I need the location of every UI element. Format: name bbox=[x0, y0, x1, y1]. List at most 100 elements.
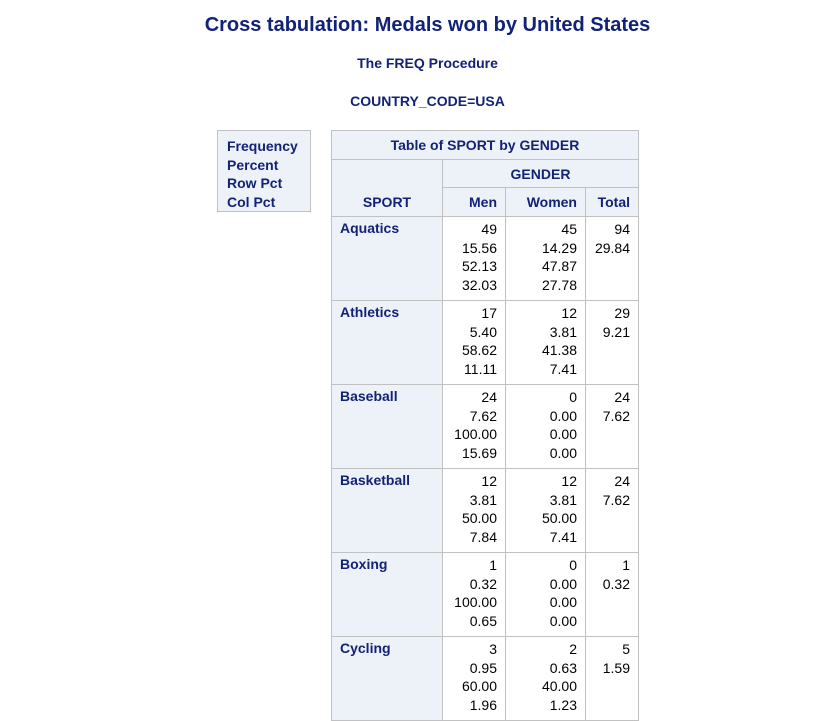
cell-percent: 7.62 bbox=[469, 407, 497, 424]
cell-row-pct: 50.00 bbox=[541, 510, 577, 526]
cell-percent: 0.32 bbox=[602, 575, 630, 592]
cell-contents-legend: Frequency Percent Row Pct Col Pct bbox=[217, 130, 311, 212]
cell-frequency: 1 bbox=[622, 557, 630, 573]
cell-col-pct: 7.84 bbox=[469, 528, 497, 545]
cell-percent: 14.29 bbox=[541, 239, 577, 256]
row-header-sport: Baseball bbox=[331, 384, 443, 469]
cell-row-pct: 41.38 bbox=[541, 342, 577, 358]
cell-frequency: 17 bbox=[481, 305, 497, 321]
report-title: Cross tabulation: Medals won by United S… bbox=[204, 14, 651, 36]
cell-row-pct: 100.00 bbox=[454, 594, 497, 610]
cell-frequency: 29 bbox=[614, 305, 630, 321]
table-row: Cycling 3 0.95 60.00 1.96 2 0.63 40.00 1… bbox=[331, 636, 639, 721]
cell-col-pct: 7.41 bbox=[549, 360, 577, 377]
table-row: Boxing 1 0.32 100.00 0.65 0 0.00 0.00 0.… bbox=[331, 552, 639, 637]
cell-women: 0 0.00 0.00 0.00 bbox=[505, 552, 586, 637]
cell-percent: 0.63 bbox=[549, 659, 577, 676]
row-header-sport: Aquatics bbox=[331, 216, 443, 301]
column-header-women: Women bbox=[505, 187, 586, 217]
cell-frequency: 0 bbox=[569, 557, 577, 573]
cell-women: 2 0.63 40.00 1.23 bbox=[505, 636, 586, 721]
row-header-sport: Cycling bbox=[331, 636, 443, 721]
row-header-sport: Boxing bbox=[331, 552, 443, 637]
cell-total: 94 29.84 bbox=[585, 216, 639, 301]
column-variable-header: GENDER bbox=[442, 159, 639, 188]
cell-total: 24 7.62 bbox=[585, 384, 639, 469]
cell-frequency: 2 bbox=[569, 641, 577, 657]
cell-women: 12 3.81 41.38 7.41 bbox=[505, 300, 586, 385]
cell-percent: 5.40 bbox=[469, 323, 497, 340]
cell-col-pct: 32.03 bbox=[461, 276, 497, 293]
cell-col-pct: 0.65 bbox=[469, 612, 497, 629]
by-group-label: COUNTRY_CODE=USA bbox=[350, 93, 505, 109]
row-header-sport: Basketball bbox=[331, 468, 443, 553]
cell-total: 24 7.62 bbox=[585, 468, 639, 553]
cell-col-pct: 11.11 bbox=[464, 360, 497, 377]
cell-percent: 1.59 bbox=[602, 659, 630, 676]
cell-percent: 0.32 bbox=[469, 575, 497, 592]
cell-frequency: 12 bbox=[481, 473, 497, 489]
cell-col-pct: 1.96 bbox=[469, 696, 497, 713]
crosstab-table: Table of SPORT by GENDER SPORT GENDER Me… bbox=[331, 130, 639, 721]
cell-row-pct: 0.00 bbox=[549, 594, 577, 610]
cell-men: 12 3.81 50.00 7.84 bbox=[442, 468, 506, 553]
cell-col-pct: 0.00 bbox=[549, 612, 577, 629]
cell-col-pct: 7.41 bbox=[549, 528, 577, 545]
cell-percent: 0.95 bbox=[469, 659, 497, 676]
cell-frequency: 12 bbox=[561, 473, 577, 489]
table-caption: Table of SPORT by GENDER bbox=[331, 130, 639, 160]
cell-row-pct: 40.00 bbox=[541, 678, 577, 694]
cell-women: 0 0.00 0.00 0.00 bbox=[505, 384, 586, 469]
cell-men: 49 15.56 52.13 32.03 bbox=[442, 216, 506, 301]
legend-item-row-pct: Row Pct bbox=[227, 175, 283, 191]
cell-row-pct: 52.13 bbox=[461, 258, 497, 274]
cell-percent: 7.62 bbox=[602, 491, 630, 508]
cell-frequency: 24 bbox=[614, 473, 630, 489]
table-row: Basketball 12 3.81 50.00 7.84 12 3.81 50… bbox=[331, 468, 639, 553]
procedure-title: The FREQ Procedure bbox=[357, 55, 498, 71]
cell-row-pct: 58.62 bbox=[461, 342, 497, 358]
cell-total: 29 9.21 bbox=[585, 300, 639, 385]
cell-row-pct: 100.00 bbox=[454, 426, 497, 442]
column-header-total: Total bbox=[585, 187, 639, 217]
cell-col-pct: 1.23 bbox=[549, 696, 577, 713]
cell-frequency: 3 bbox=[489, 641, 497, 657]
cell-col-pct: 15.69 bbox=[461, 444, 497, 461]
legend-item-percent: Percent bbox=[227, 156, 279, 173]
cell-men: 17 5.40 58.62 11.11 bbox=[442, 300, 506, 385]
cell-women: 12 3.81 50.00 7.41 bbox=[505, 468, 586, 553]
column-header-men: Men bbox=[442, 187, 506, 217]
cell-frequency: 24 bbox=[481, 389, 497, 405]
row-header-sport: Athletics bbox=[331, 300, 443, 385]
cell-percent: 3.81 bbox=[549, 491, 577, 508]
cell-frequency: 0 bbox=[569, 389, 577, 405]
table-row: Athletics 17 5.40 58.62 11.11 12 3.81 41… bbox=[331, 300, 639, 385]
cell-percent: 0.00 bbox=[549, 407, 577, 424]
cell-row-pct: 60.00 bbox=[461, 678, 497, 694]
legend-item-col-pct: Col Pct bbox=[227, 193, 276, 210]
cell-frequency: 24 bbox=[614, 389, 630, 405]
legend-item-frequency: Frequency bbox=[227, 138, 298, 154]
cell-frequency: 5 bbox=[622, 641, 630, 657]
cell-men: 3 0.95 60.00 1.96 bbox=[442, 636, 506, 721]
cell-percent: 7.62 bbox=[602, 407, 630, 424]
cell-women: 45 14.29 47.87 27.78 bbox=[505, 216, 586, 301]
table-row: Aquatics 49 15.56 52.13 32.03 45 14.29 4… bbox=[331, 216, 639, 301]
cell-row-pct: 50.00 bbox=[461, 510, 497, 526]
cell-total: 5 1.59 bbox=[585, 636, 639, 721]
cell-frequency: 45 bbox=[561, 221, 577, 237]
cell-frequency: 1 bbox=[489, 557, 497, 573]
cell-total: 1 0.32 bbox=[585, 552, 639, 637]
table-row: Baseball 24 7.62 100.00 15.69 0 0.00 0.0… bbox=[331, 384, 639, 469]
cell-percent: 3.81 bbox=[469, 491, 497, 508]
cell-frequency: 49 bbox=[481, 221, 497, 237]
cell-percent: 15.56 bbox=[461, 239, 497, 256]
cell-men: 1 0.32 100.00 0.65 bbox=[442, 552, 506, 637]
cell-percent: 0.00 bbox=[549, 575, 577, 592]
cell-frequency: 94 bbox=[614, 221, 630, 237]
cell-percent: 3.81 bbox=[549, 323, 577, 340]
cell-col-pct: 27.78 bbox=[541, 276, 577, 293]
cell-row-pct: 47.87 bbox=[541, 258, 577, 274]
cell-frequency: 12 bbox=[561, 305, 577, 321]
cell-men: 24 7.62 100.00 15.69 bbox=[442, 384, 506, 469]
